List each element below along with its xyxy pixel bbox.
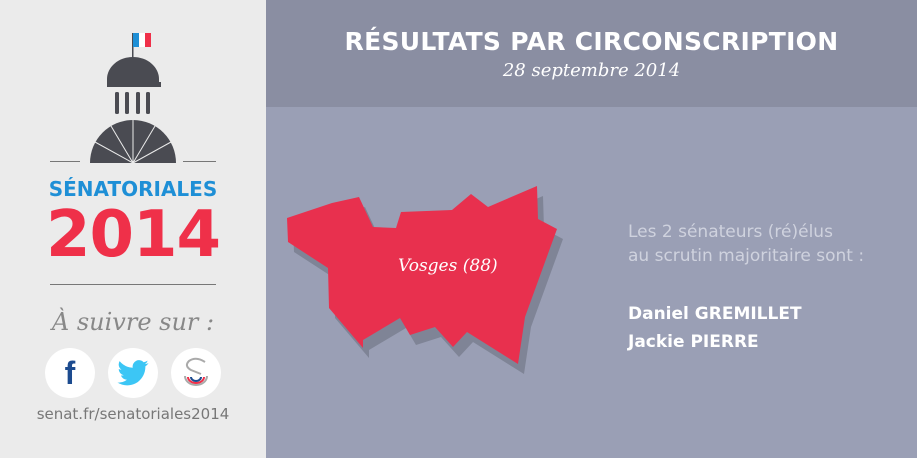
sidebar: SÉNATORIALES 2014 À suivre sur : f senat… <box>0 0 266 458</box>
facebook-icon: f <box>64 354 76 391</box>
vosges-shape <box>287 186 557 364</box>
page-title: RÉSULTATS PAR CIRCONSCRIPTION <box>344 27 839 56</box>
site-link[interactable]: senat.fr/senatoriales2014 <box>36 405 230 423</box>
senator-name: Jackie PIERRE <box>628 332 759 352</box>
facebook-button[interactable]: f <box>45 348 95 398</box>
brand-year: 2014 <box>45 198 221 272</box>
election-date: 28 septembre 2014 <box>502 60 681 81</box>
page-header: RÉSULTATS PAR CIRCONSCRIPTION 28 septemb… <box>266 0 917 107</box>
twitter-button[interactable] <box>108 348 158 398</box>
senat-icon <box>184 357 208 386</box>
divider <box>50 284 216 285</box>
senate-building-icon <box>90 33 176 164</box>
divider <box>183 161 216 162</box>
divider <box>50 161 80 162</box>
intro-line: Les 2 sénateurs (ré)élus <box>628 222 833 242</box>
follow-label: À suivre sur : <box>51 308 215 336</box>
intro-line: au scrutin majoritaire sont : <box>628 246 865 266</box>
senat-button[interactable] <box>171 348 221 398</box>
twitter-icon <box>117 360 149 386</box>
senator-list: Daniel GREMILLET Jackie PIERRE <box>628 300 802 356</box>
department-label: Vosges (88) <box>398 256 498 276</box>
brand-title: SÉNATORIALES <box>48 177 218 201</box>
senator-name: Daniel GREMILLET <box>628 304 802 324</box>
results-intro: Les 2 sénateurs (ré)élus au scrutin majo… <box>628 220 864 268</box>
